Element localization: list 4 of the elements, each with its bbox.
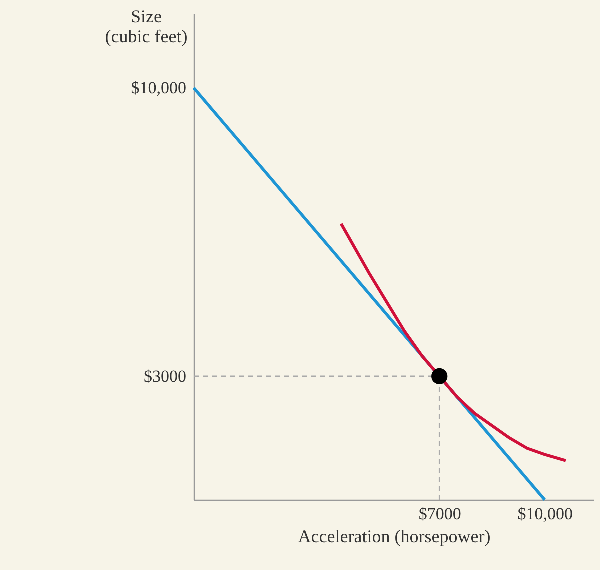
x-axis-title: Acceleration (horsepower) [298,526,491,546]
y-axis-title: Size (cubic feet) [105,6,188,46]
y-tick-label: $3000 [144,366,186,386]
x-tick-label: $7000 [418,504,462,524]
